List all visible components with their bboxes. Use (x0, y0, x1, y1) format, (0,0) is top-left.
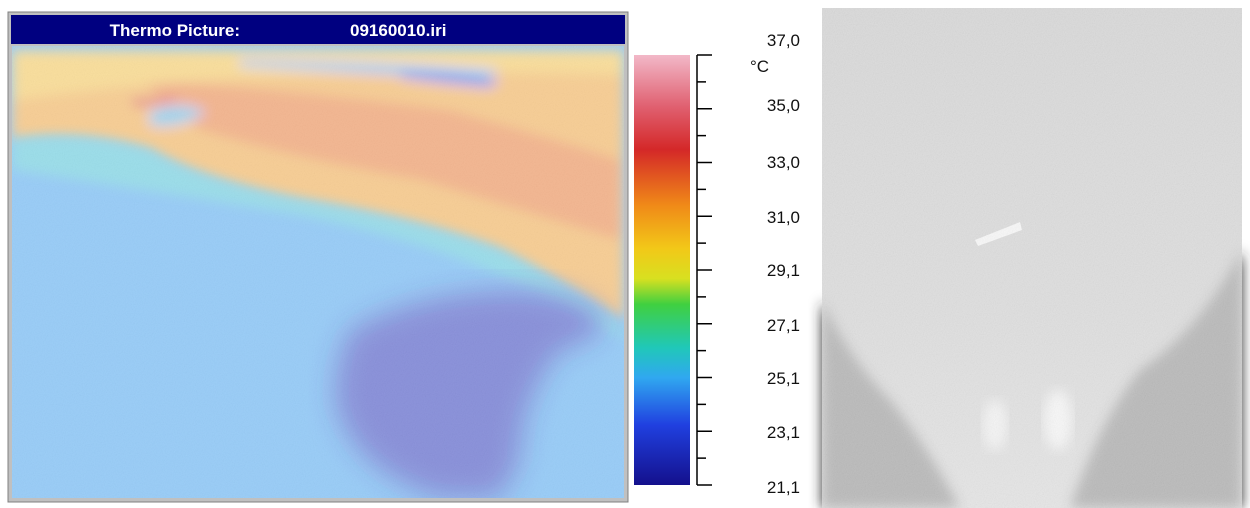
grayscale-image (822, 8, 1242, 508)
thermal-image (12, 46, 624, 498)
scale-label: 29,1 (767, 261, 800, 280)
scale-label: 23,1 (767, 423, 800, 442)
title-bar (11, 15, 625, 44)
scale-label: 31,0 (767, 208, 800, 227)
scale-label: 21,1 (767, 478, 800, 497)
unit-label: °C (750, 57, 769, 76)
thermo-window: Thermo Picture: 09160010.iri (8, 12, 628, 502)
screen: Thermo Picture: 09160010.iri °C (0, 0, 1250, 508)
scale-label: 35,0 (767, 96, 800, 115)
scale-label: 25,1 (767, 369, 800, 388)
colorbar-scale (697, 55, 712, 485)
window-filename: 09160010.iri (350, 21, 446, 40)
scale-label: 27,1 (767, 316, 800, 335)
colorbar (634, 55, 690, 485)
window-title: Thermo Picture: (110, 21, 240, 40)
scale-label: 33,0 (767, 153, 800, 172)
scale-label: 37,0 (767, 31, 800, 50)
